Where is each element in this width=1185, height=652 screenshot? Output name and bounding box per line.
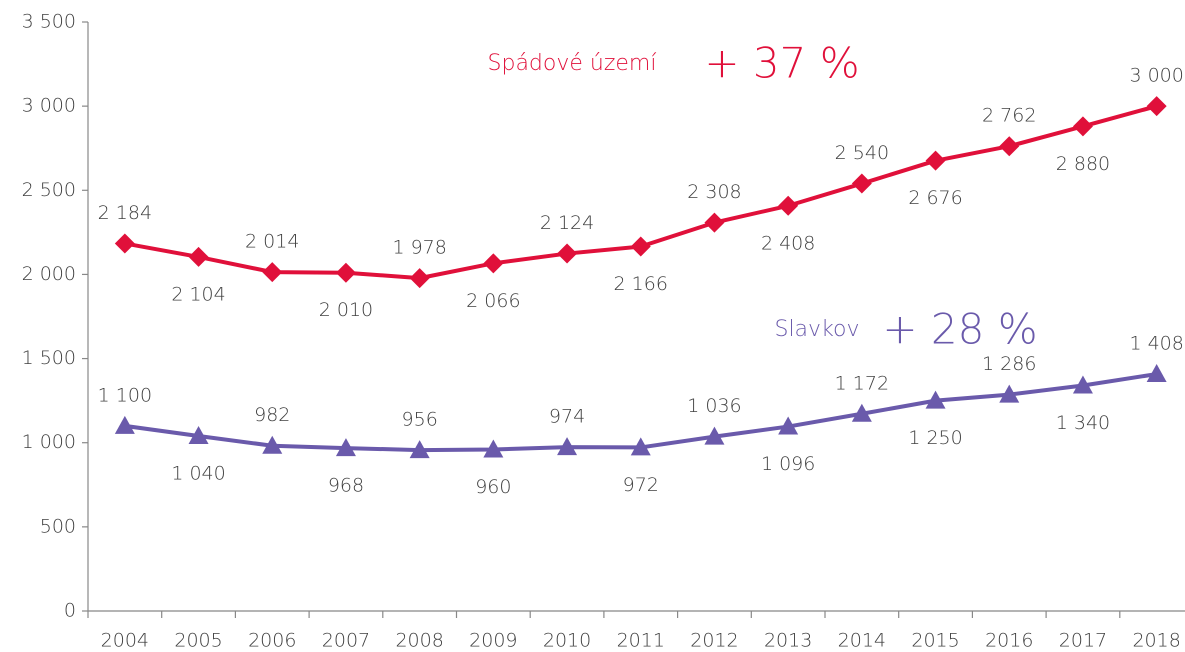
x-tick-label: 2017 <box>1059 630 1107 652</box>
data-point <box>114 415 135 434</box>
data-point <box>483 253 504 274</box>
data-label: 2 676 <box>908 187 962 209</box>
x-tick-label: 2014 <box>838 630 886 652</box>
data-label: 2 408 <box>761 232 815 254</box>
data-point <box>851 173 872 194</box>
data-label: 2 308 <box>687 181 741 203</box>
data-point <box>188 425 209 444</box>
data-point <box>188 246 209 267</box>
x-tick-label: 2015 <box>911 630 959 652</box>
data-label: 2 124 <box>540 212 594 234</box>
data-point <box>630 437 651 456</box>
x-tick-label: 2004 <box>101 630 149 652</box>
data-label: 1 040 <box>171 462 225 484</box>
data-label: 960 <box>475 476 511 498</box>
data-label: 982 <box>254 404 290 426</box>
data-point <box>630 236 651 257</box>
data-point <box>409 440 430 459</box>
data-label: 1 036 <box>687 395 741 417</box>
x-tick-label: 2008 <box>395 630 443 652</box>
data-point <box>335 262 356 283</box>
data-point <box>1146 364 1167 383</box>
growth-annotation: + 37 % <box>704 39 859 88</box>
data-point <box>999 136 1020 157</box>
data-label: 2 880 <box>1056 153 1110 175</box>
data-point <box>262 262 283 283</box>
data-point <box>778 416 799 435</box>
y-tick-label: 2 500 <box>22 179 76 201</box>
data-label: 1 978 <box>392 237 446 259</box>
x-tick-label: 2016 <box>985 630 1033 652</box>
data-label: 1 340 <box>1056 412 1110 434</box>
data-label: 2 762 <box>982 105 1036 127</box>
data-point <box>557 243 578 264</box>
series-annotation: Slavkov <box>774 317 859 342</box>
y-tick-label: 2 000 <box>22 263 76 285</box>
data-label: 2 010 <box>319 299 373 321</box>
data-point <box>704 212 725 233</box>
series-annotation: Spádové území <box>488 51 657 76</box>
x-tick-label: 2006 <box>248 630 296 652</box>
x-tick-label: 2009 <box>469 630 517 652</box>
data-label: 2 540 <box>835 142 889 164</box>
data-point <box>262 435 283 454</box>
y-tick-label: 1 000 <box>22 431 76 453</box>
data-point <box>114 233 135 254</box>
data-point <box>335 438 356 457</box>
data-label: 2 066 <box>466 290 520 312</box>
data-point <box>778 195 799 216</box>
data-label: 974 <box>549 406 585 428</box>
data-label: 2 104 <box>171 283 225 305</box>
data-label: 1 408 <box>1129 333 1183 355</box>
data-label: 1 250 <box>908 427 962 449</box>
y-tick-label: 1 500 <box>22 347 76 369</box>
data-label: 1 172 <box>835 372 889 394</box>
y-tick-label: 0 <box>64 600 76 622</box>
data-label: 2 166 <box>614 273 668 295</box>
data-point <box>925 150 946 171</box>
data-label: 972 <box>623 474 659 496</box>
x-tick-label: 2011 <box>617 630 665 652</box>
y-tick-label: 500 <box>40 515 76 537</box>
data-point <box>1072 116 1093 137</box>
x-tick-label: 2018 <box>1132 630 1180 652</box>
data-point <box>557 437 578 456</box>
x-tick-label: 2010 <box>543 630 591 652</box>
data-point <box>999 384 1020 403</box>
growth-annotation: + 28 % <box>882 305 1037 354</box>
data-point <box>1072 375 1093 394</box>
data-point <box>409 268 430 289</box>
data-label: 956 <box>402 409 438 431</box>
data-label: 1 100 <box>98 384 152 406</box>
data-label: 1 286 <box>982 353 1036 375</box>
data-label: 1 096 <box>761 453 815 475</box>
data-point <box>483 439 504 458</box>
x-tick-label: 2007 <box>322 630 370 652</box>
y-tick-label: 3 500 <box>22 11 76 33</box>
data-point <box>851 403 872 422</box>
x-tick-label: 2013 <box>764 630 812 652</box>
data-point <box>704 426 725 445</box>
data-label: 2 014 <box>245 231 299 253</box>
x-tick-label: 2005 <box>174 630 222 652</box>
data-label: 2 184 <box>98 202 152 224</box>
data-label: 3 000 <box>1129 65 1183 87</box>
x-tick-label: 2012 <box>690 630 738 652</box>
y-tick-label: 3 000 <box>22 95 76 117</box>
data-point <box>1146 96 1167 117</box>
data-point <box>925 390 946 409</box>
data-label: 968 <box>328 475 364 497</box>
